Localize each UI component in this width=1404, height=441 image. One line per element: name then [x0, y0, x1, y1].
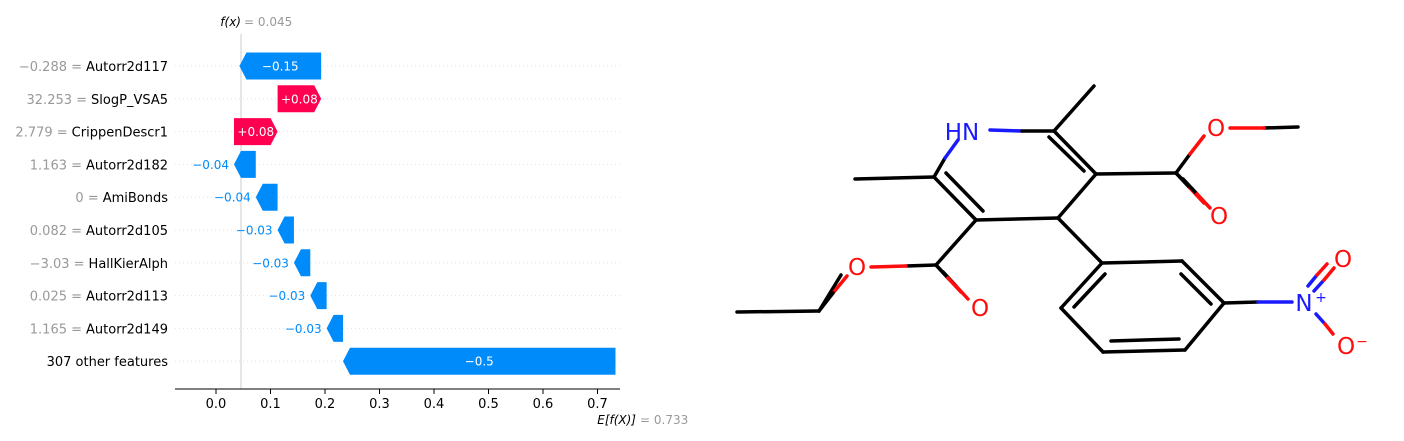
oxygen-atom-label: O: [1334, 247, 1352, 273]
feature-value-label: 1.165 =: [30, 322, 82, 337]
feature-name-label: CrippenDescr1: [72, 126, 168, 141]
bond-lines-colored: [817, 126, 1336, 336]
feature-name-label: HallKierAlph: [89, 257, 168, 272]
negative-shap-bar: [310, 282, 327, 310]
nh-atom-label: HN: [945, 120, 980, 146]
bar-value-label: −0.15: [262, 60, 299, 74]
negative-shap-bar: [233, 150, 256, 178]
x-tick-label: 0.6: [533, 397, 554, 412]
feature-name-label: Autorr2d182: [86, 158, 168, 173]
x-tick-label: 0.5: [478, 397, 499, 412]
feature-value-label: 2.779 =: [15, 126, 67, 141]
negative-shap-bar: [255, 183, 278, 211]
oxygen-atom-label: O: [1207, 116, 1225, 142]
feature-value-label: −3.03 =: [30, 257, 85, 272]
feature-name-label: 307 other features: [47, 355, 169, 370]
negative-shap-bar: [293, 249, 311, 277]
feature-name-label: Autorr2d117: [86, 60, 168, 75]
feature-name-label: AmiBonds: [103, 191, 169, 206]
bar-value-label: +0.08: [237, 125, 274, 139]
feature-name-label: SlogP_VSA5: [91, 93, 168, 108]
molecule-structure: HN O O O O N + O O −: [735, 84, 1368, 360]
bar-value-label: −0.04: [214, 191, 251, 205]
bar-value-label: −0.03: [236, 224, 273, 238]
feature-name-label: Autorr2d113: [86, 290, 168, 305]
nitrogen-atom-label: N: [1295, 291, 1312, 317]
oxygen-atom-label: O: [1210, 204, 1228, 230]
oxygen-atom-label: O: [1337, 334, 1355, 360]
negative-shap-bar: [277, 216, 294, 244]
bar-value-label: −0.03: [269, 289, 306, 303]
bar-value-label: −0.5: [465, 355, 494, 369]
x-tick-label: 0.2: [315, 397, 336, 412]
feature-value-label: 32.253 =: [27, 93, 88, 108]
oxygen-atom-label: O: [971, 296, 989, 322]
feature-value-label: 0.025 =: [30, 290, 82, 305]
x-tick-label: 0.1: [260, 397, 281, 412]
feature-name-label: Autorr2d149: [86, 322, 168, 337]
bar-value-label: −0.03: [252, 256, 289, 270]
efx-label: E[f(X)]: [597, 413, 636, 427]
bar-value-label: −0.04: [192, 158, 229, 172]
efx-value: = 0.733: [640, 413, 688, 427]
x-tick-label: 0.4: [424, 397, 445, 412]
feature-value-label: −0.288 =: [19, 60, 82, 75]
negative-shap-bar: [342, 347, 616, 375]
negative-shap-bar: [326, 314, 343, 342]
x-tick-label: 0.3: [369, 397, 390, 412]
fx-label: f(x): [220, 15, 241, 29]
x-tick-label: 0.7: [587, 397, 608, 412]
fx-value: = 0.045: [244, 15, 292, 29]
positive-charge-label: +: [1315, 290, 1327, 306]
negative-charge-label: −: [1356, 334, 1368, 350]
x-tick-label: 0.0: [206, 397, 227, 412]
bar-value-label: +0.08: [281, 92, 318, 106]
positive-shap-bar: [233, 118, 278, 146]
feature-value-label: 0 =: [75, 191, 98, 206]
negative-shap-bar: [239, 52, 322, 80]
positive-shap-bar: [277, 85, 322, 113]
oxygen-atom-label: O: [848, 255, 866, 281]
bar-value-label: −0.03: [285, 322, 322, 336]
feature-value-label: 1.163 =: [30, 158, 82, 173]
feature-name-label: Autorr2d105: [86, 224, 168, 239]
feature-value-label: 0.082 =: [30, 224, 82, 239]
